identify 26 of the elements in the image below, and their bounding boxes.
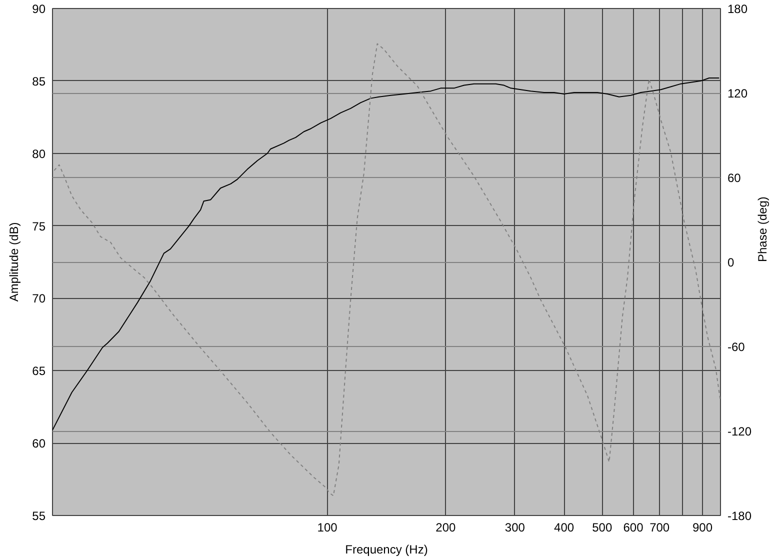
x-tick-label: 500 [592, 520, 612, 534]
y2-tick-label: 180 [728, 2, 748, 16]
y-tick-label: 65 [32, 364, 46, 378]
y2-tick-label: 120 [728, 86, 748, 100]
y-tick-label: 85 [32, 74, 46, 88]
x-tick-label: 900 [692, 520, 713, 534]
y2-tick-label: -180 [728, 509, 752, 523]
y-axis-title: Amplitude (dB) [7, 222, 22, 302]
x-tick-label: 200 [436, 520, 456, 534]
x-tick-label: 100 [317, 520, 338, 534]
y-tick-label: 80 [32, 146, 46, 161]
x-tick-label: 700 [650, 520, 670, 534]
x-tick-label: 600 [623, 520, 644, 534]
x-tick-label: 400 [554, 520, 574, 534]
y2-tick-label: 60 [728, 171, 742, 185]
y-tick-label: 70 [32, 292, 46, 306]
y2-tick-label: -120 [728, 424, 752, 438]
y2-tick-label: -60 [728, 340, 746, 354]
y-tick-label: 55 [32, 509, 46, 523]
y2-axis-title: Phase (deg) [756, 196, 770, 262]
y-tick-label: 90 [32, 2, 46, 16]
y-tick-label: 75 [32, 219, 46, 234]
x-axis-title: Frequency (Hz) [345, 542, 428, 556]
y-tick-label: 60 [32, 436, 46, 451]
x-tick-label: 300 [504, 520, 526, 534]
y2-tick-label: 0 [728, 256, 734, 270]
